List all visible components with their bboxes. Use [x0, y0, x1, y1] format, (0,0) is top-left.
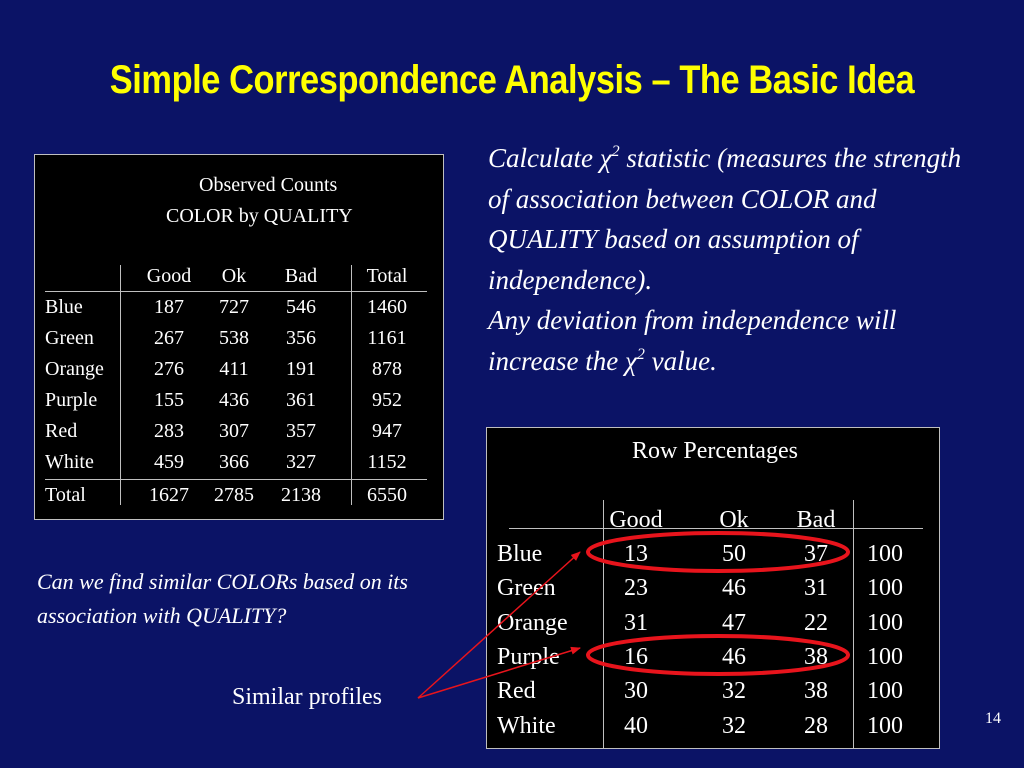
row-label: Purple [45, 389, 98, 411]
row-table-title: Row Percentages [632, 438, 798, 464]
table-cell: 357 [286, 420, 316, 442]
table-cell: 2138 [281, 484, 321, 506]
row-label: Purple [497, 643, 560, 670]
row-total-divider [853, 500, 854, 748]
table-cell: 40 [624, 712, 648, 739]
question-text: Can we find similar COLORs based on its … [37, 569, 408, 628]
row-label: Red [45, 420, 78, 442]
table-cell: 37 [804, 541, 828, 567]
table-cell: 23 [624, 575, 648, 602]
chi-square-explanation: Calculate χ2 statistic (measures the str… [488, 138, 988, 381]
row-label-divider [603, 500, 604, 748]
table-cell: 32 [722, 678, 746, 705]
table-cell: 187 [154, 296, 184, 318]
observed-counts-table: Observed Counts COLOR by QUALITY Good Ok B… [34, 154, 444, 520]
table-cell: 436 [219, 389, 249, 411]
table-cell: 2785 [214, 484, 254, 506]
observed-header-divider [45, 291, 427, 292]
column-header: Good [609, 507, 663, 533]
table-cell: 32 [722, 712, 746, 739]
superscript: 2 [611, 143, 620, 160]
table-cell: 31 [804, 575, 828, 602]
table-cell: 47 [722, 609, 746, 636]
table-cell: 46 [722, 575, 746, 602]
column-header: Ok [221, 265, 247, 287]
page-number: 14 [985, 710, 1001, 727]
table-cell: 1460 [367, 296, 407, 318]
table-cell: 6550 [367, 484, 407, 506]
table-cell: 727 [219, 296, 249, 318]
explanation-text: Calculate [488, 143, 600, 173]
table-cell: 100 [867, 575, 903, 602]
table-cell: 38 [804, 678, 828, 705]
table-cell: 28 [804, 712, 828, 739]
row-label: White [497, 712, 556, 739]
table-cell: 1627 [149, 484, 189, 506]
table-cell: 100 [867, 541, 903, 567]
table-cell: 327 [286, 451, 316, 473]
column-header: Total [366, 265, 408, 287]
slide-title: Simple Correspondence Analysis – The Bas… [109, 58, 915, 102]
superscript: 2 [636, 345, 645, 363]
table-cell: 30 [624, 678, 648, 705]
table-cell: 356 [286, 327, 316, 349]
table-cell: 546 [286, 296, 316, 318]
table-cell: 155 [154, 389, 184, 411]
table-cell: 100 [867, 609, 903, 636]
row-label: Orange [497, 609, 568, 636]
table-cell: 38 [804, 643, 828, 670]
row-label: White [45, 451, 94, 473]
table-cell: 361 [286, 389, 316, 411]
explanation-text: statistic (measures the strength of asso… [488, 143, 962, 295]
row-header-divider [509, 528, 923, 529]
table-cell: 283 [154, 420, 184, 442]
observed-total-divider [351, 265, 352, 505]
table-cell: 22 [804, 609, 828, 636]
table-cell: 459 [154, 451, 184, 473]
row-label: Green [497, 575, 556, 602]
table-cell: 366 [219, 451, 249, 473]
row-label: Red [497, 678, 536, 705]
table-cell: 100 [867, 678, 903, 705]
table-cell: 267 [154, 327, 184, 349]
table-cell: 46 [722, 643, 746, 670]
similar-profiles-label: Similar profiles [232, 684, 382, 710]
table-cell: 947 [372, 420, 402, 442]
table-cell: 50 [722, 541, 746, 567]
observed-table-title: Observed Counts [199, 174, 338, 196]
table-cell: 276 [154, 358, 184, 380]
table-cell: 100 [867, 712, 903, 739]
table-cell: 1161 [367, 327, 407, 349]
table-cell: 100 [867, 643, 903, 670]
table-cell: 307 [219, 420, 249, 442]
chi-symbol: χ [599, 143, 612, 173]
row-label: Green [45, 327, 94, 349]
observed-row-label-divider [120, 265, 121, 505]
chi-symbol: χ [624, 345, 637, 376]
table-cell: 31 [624, 609, 648, 636]
table-cell: 16 [624, 643, 648, 670]
observed-table-subtitle: COLOR by QUALITY [166, 205, 353, 227]
table-cell: 1152 [367, 451, 407, 473]
row-label: Total [45, 484, 86, 506]
table-cell: 13 [624, 541, 648, 567]
column-header: Bad [796, 507, 836, 533]
table-cell: 538 [219, 327, 249, 349]
table-cell: 191 [286, 358, 316, 380]
table-cell: 952 [372, 389, 402, 411]
explanation-text: Any deviation from independence will inc… [488, 305, 897, 376]
table-cell: 411 [219, 358, 249, 380]
column-header: Bad [284, 265, 318, 287]
row-percentages-table: Row Percentages Good Ok Bad Blue 13 50 37 100 G… [486, 427, 940, 749]
row-label: Orange [45, 358, 104, 380]
explanation-text: value. [644, 345, 717, 376]
table-cell: 878 [372, 358, 402, 380]
row-label: Blue [45, 296, 83, 318]
observed-total-row-divider [45, 479, 427, 480]
column-header: Good [146, 265, 192, 287]
row-label: Blue [497, 541, 543, 567]
column-header: Ok [719, 507, 749, 533]
